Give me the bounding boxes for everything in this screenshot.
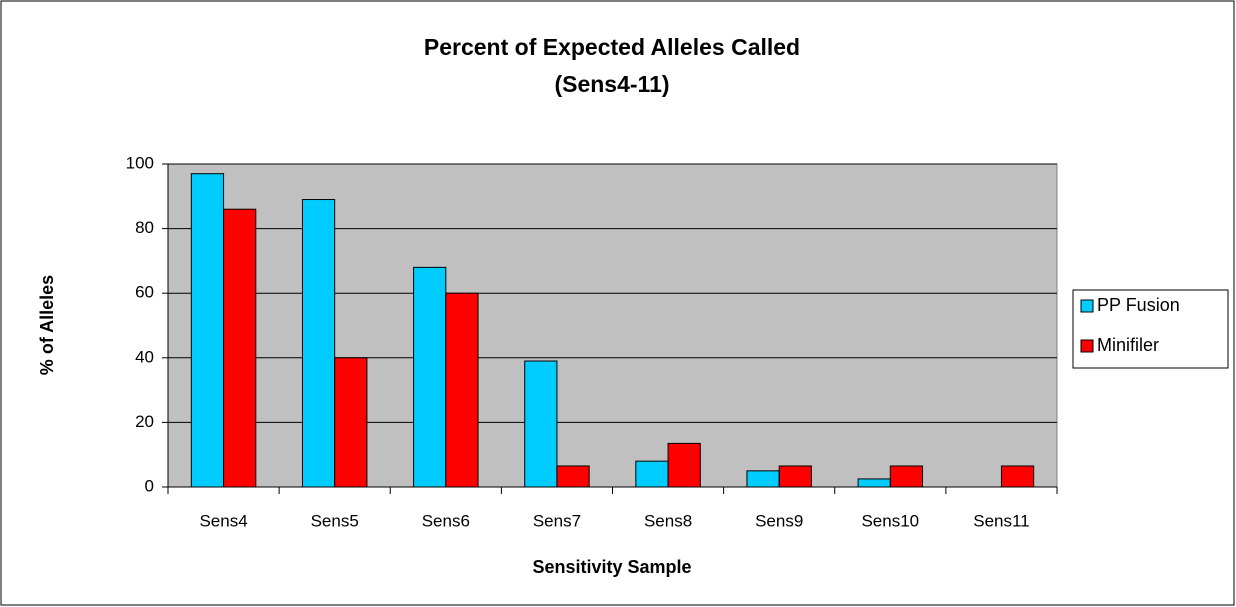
chart-title: Percent of Expected Alleles Called [424, 34, 800, 60]
chart-subtitle: (Sens4-11) [554, 71, 669, 97]
x-tick-label: Sens4 [199, 511, 247, 530]
y-tick-label: 80 [135, 218, 154, 237]
bar [746, 470, 780, 488]
bar [524, 360, 558, 488]
plot-area [167, 163, 1058, 488]
y-axis-title: % of Alleles [37, 275, 57, 375]
x-tick-label: Sens6 [422, 511, 470, 530]
x-tick-label: Sens9 [755, 511, 803, 530]
bar [857, 478, 891, 488]
legend-label: Minifiler [1097, 335, 1159, 355]
bar [778, 465, 812, 488]
bar [190, 173, 225, 488]
bar [223, 208, 257, 488]
x-tick-label: Sens7 [533, 511, 581, 530]
bar [334, 357, 368, 488]
y-tick-label: 100 [126, 153, 154, 172]
bar [889, 465, 924, 488]
bar [445, 292, 479, 488]
x-tick-label: Sens10 [861, 511, 919, 530]
y-tick-label: 20 [135, 412, 154, 431]
legend-box [1072, 289, 1229, 369]
bar [413, 266, 447, 488]
x-tick-label: Sens8 [644, 511, 692, 530]
y-tick-label: 60 [135, 283, 154, 302]
bar [667, 442, 701, 488]
legend-swatch [1080, 339, 1094, 353]
legend-swatch [1080, 299, 1094, 313]
x-axis-title: Sensitivity Sample [532, 557, 691, 577]
bar [301, 199, 336, 488]
legend-label: PP Fusion [1097, 295, 1180, 315]
x-tick-label: Sens5 [311, 511, 359, 530]
y-tick-label: 0 [145, 476, 154, 495]
bar [1000, 465, 1035, 488]
bar [635, 460, 669, 488]
bar [556, 465, 590, 488]
y-tick-label: 40 [135, 347, 154, 366]
x-tick-label: Sens11 [973, 511, 1029, 530]
